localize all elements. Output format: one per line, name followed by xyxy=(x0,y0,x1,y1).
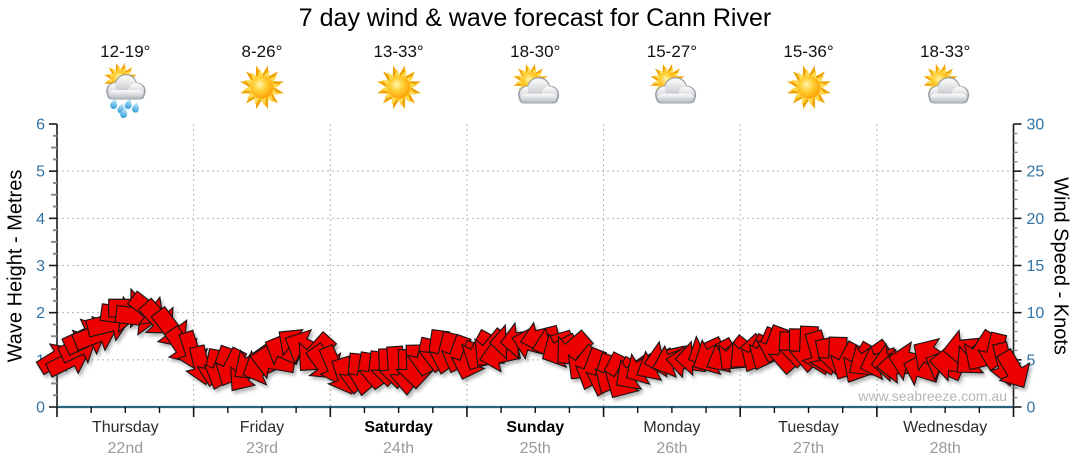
temp-range-label: 18-33° xyxy=(920,42,971,61)
day-name-label: Sunday xyxy=(506,419,565,436)
left-tick-label: 5 xyxy=(36,164,45,181)
watermark-text: www.seabreeze.com.au xyxy=(858,388,1007,404)
day-date-label: 22nd xyxy=(107,440,144,457)
day-name-label: Monday xyxy=(643,419,701,436)
day-date-label: 24th xyxy=(383,440,415,457)
wind-arrow-series xyxy=(35,287,1031,399)
temp-range-label: 13-33° xyxy=(373,42,424,61)
day-date-label: 28th xyxy=(929,440,961,457)
temp-range-label: 15-27° xyxy=(646,42,698,61)
weather-icon xyxy=(96,62,154,125)
right-axis: 0 5 10 15 20 25 30 xyxy=(1012,117,1045,417)
day-name-label: Friday xyxy=(239,419,285,436)
right-tick-label: 0 xyxy=(1027,400,1036,417)
right-tick-label: 25 xyxy=(1027,164,1045,181)
day-date-label: 23rd xyxy=(245,440,278,457)
temp-range-label: 12-19° xyxy=(100,42,151,61)
right-tick-label: 10 xyxy=(1027,305,1045,322)
weather-icon xyxy=(780,62,838,125)
wind-arrow xyxy=(995,348,1031,389)
right-tick-label: 5 xyxy=(1027,352,1036,369)
weather-icon xyxy=(233,62,291,125)
temp-range-label: 15-36° xyxy=(783,42,834,61)
left-tick-label: 3 xyxy=(36,258,45,275)
sun-icon xyxy=(376,65,421,110)
sun-rain-icon xyxy=(104,62,146,118)
left-tick-label: 0 xyxy=(36,400,45,417)
weather-icon xyxy=(506,62,564,125)
day-name-label: Saturday xyxy=(364,419,433,436)
right-tick-label: 30 xyxy=(1027,117,1045,134)
day-name-label: Thursday xyxy=(91,419,159,436)
day-date-label: 27th xyxy=(792,440,825,457)
bottom-axis xyxy=(56,405,1015,417)
temp-range-label: 18-30° xyxy=(510,42,561,61)
weather-icon xyxy=(643,62,701,125)
day-name-label: Tuesday xyxy=(778,419,839,436)
temp-range-label: 8-26° xyxy=(241,42,283,61)
day-date-label: 26th xyxy=(656,440,688,457)
left-tick-label: 2 xyxy=(36,305,45,322)
sun-cloud-icon xyxy=(923,63,970,104)
sun-icon xyxy=(239,65,284,110)
weather-icon xyxy=(916,62,974,125)
right-tick-label: 15 xyxy=(1027,258,1045,275)
right-tick-label: 20 xyxy=(1027,211,1045,228)
left-tick-label: 4 xyxy=(36,211,45,228)
day-name-label: Wednesday xyxy=(903,419,988,436)
sun-icon xyxy=(786,65,831,110)
sun-cloud-icon xyxy=(513,63,560,104)
sun-cloud-icon xyxy=(650,63,697,104)
left-tick-label: 6 xyxy=(36,117,45,134)
weather-icon xyxy=(370,62,428,125)
page-title: 7 day wind & wave forecast for Cann Rive… xyxy=(298,4,772,32)
day-date-label: 25th xyxy=(519,440,551,457)
